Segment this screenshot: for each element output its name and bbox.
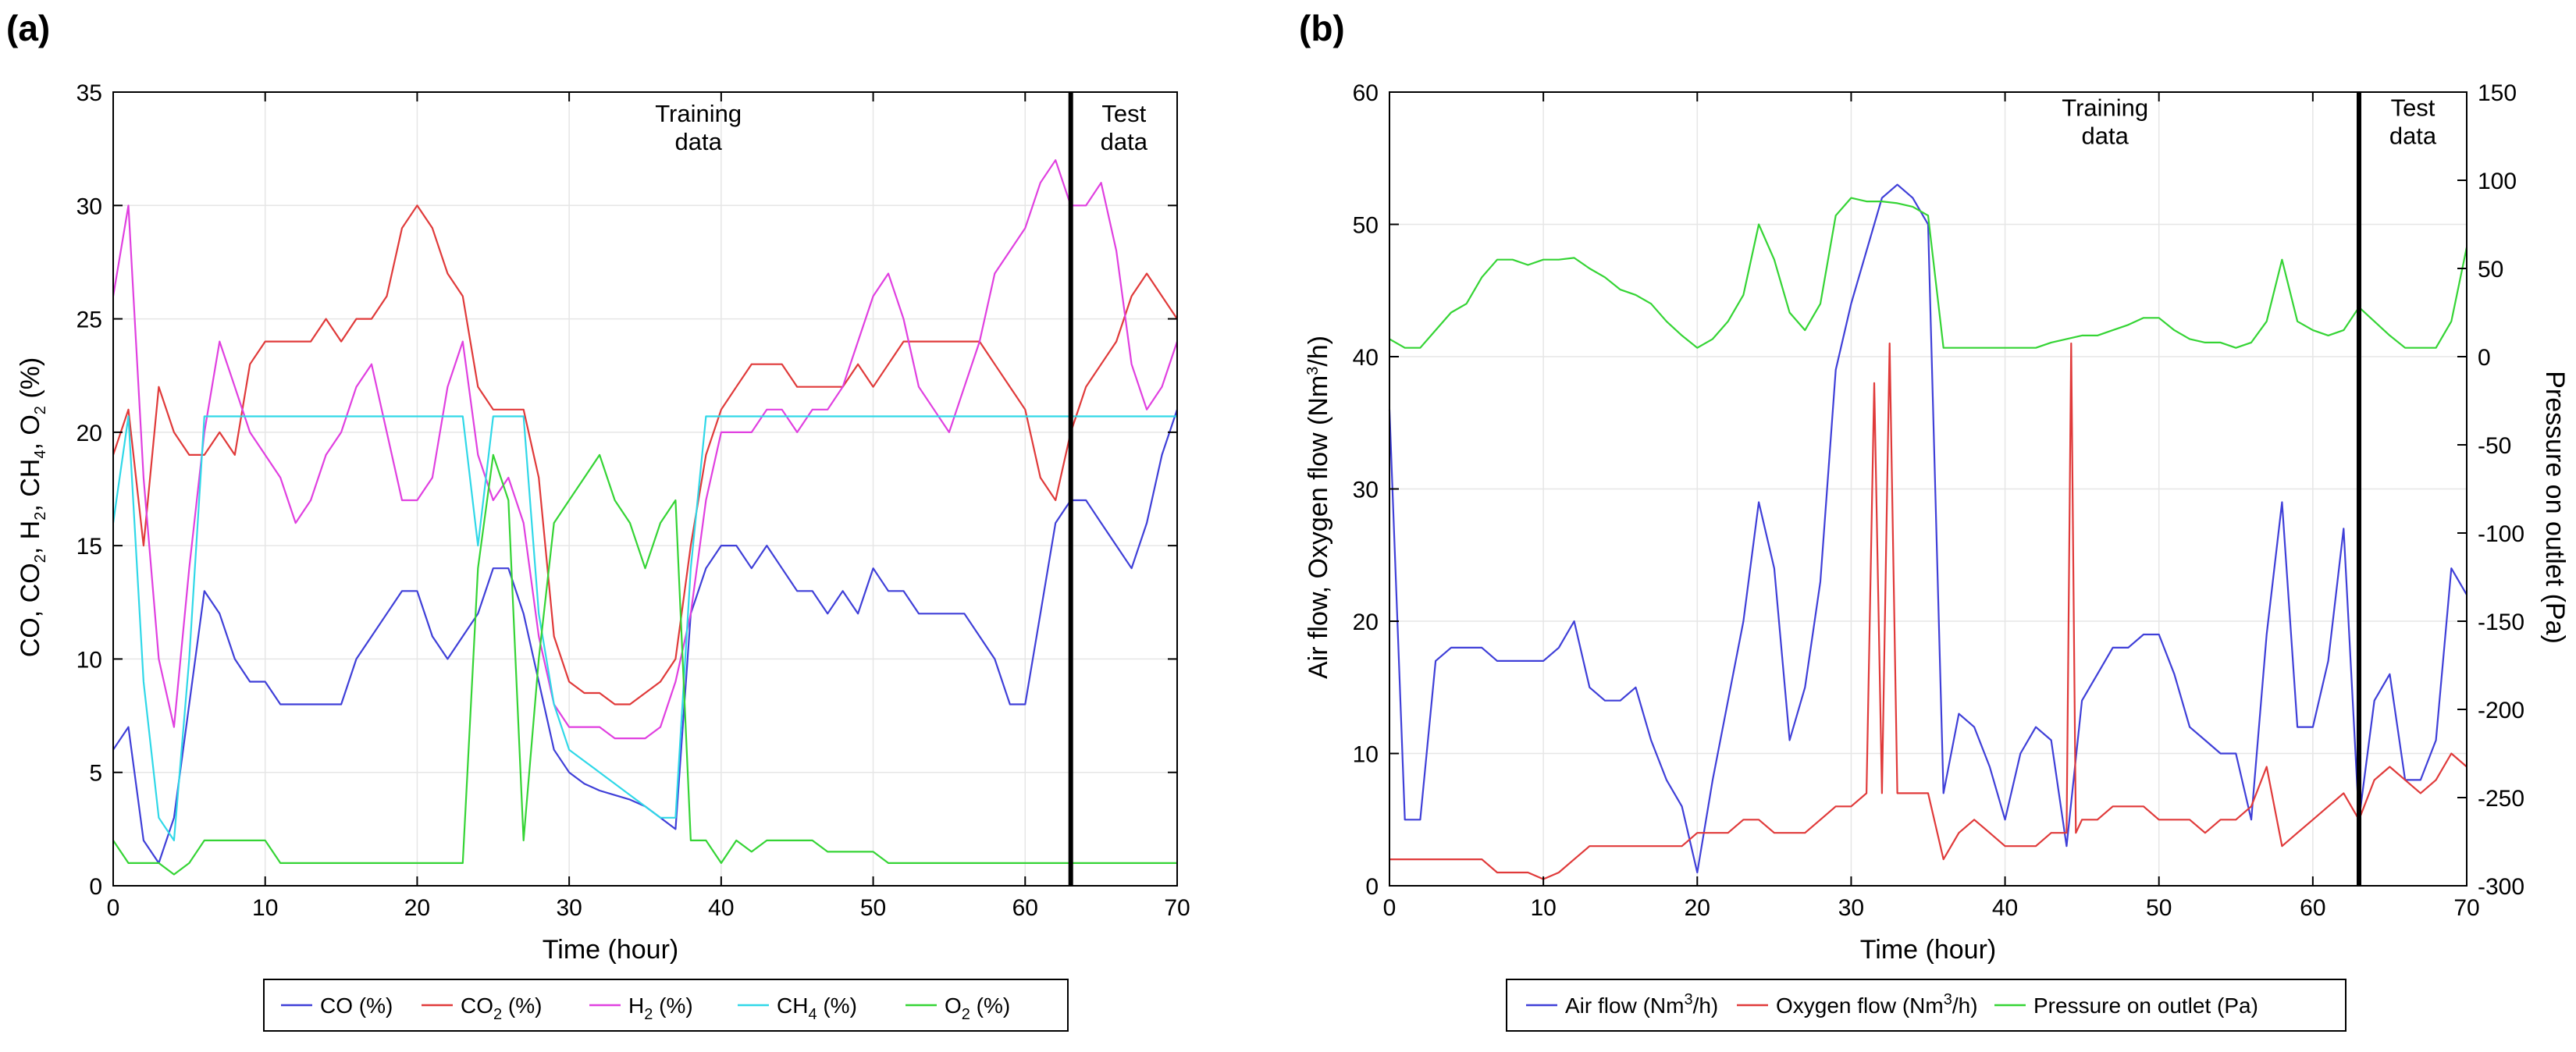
panel-a-xtick-label-4: 40 xyxy=(708,895,734,921)
panel-b-legend-sup-0: 3 xyxy=(1684,991,1692,1008)
panel-a-xtick-label-6: 60 xyxy=(1012,895,1038,921)
panel-a-annotation-1-0: Test xyxy=(1101,100,1146,127)
panel-b-ytick-label-6: 60 xyxy=(1353,80,1379,106)
panel-b-ytick-right-label-0: -300 xyxy=(2478,874,2524,900)
panel-b-legend-tail-1: /h) xyxy=(1952,993,1978,1018)
panel-a-legend-sub-4: 2 xyxy=(962,1006,970,1023)
panel-b-xlabel: Time (hour) xyxy=(1860,935,1996,965)
panel-a-series-3-line xyxy=(112,415,1177,841)
panel-b-series-1-line xyxy=(1389,342,2467,880)
panel-a-series-1-line xyxy=(112,204,1178,705)
panel-a-annotation-1-1: data xyxy=(1101,128,1148,155)
panel-b-xtick-label-5: 50 xyxy=(2146,895,2172,921)
panel-a-series-2-line xyxy=(112,159,1179,740)
panel-a-xtick-label-2: 20 xyxy=(404,895,430,921)
panel-b-ytick-label-0: 0 xyxy=(1365,874,1379,900)
panel-b-ytick-right-label-3: -150 xyxy=(2478,610,2524,635)
panel-a-legend-sub-3: 4 xyxy=(808,1006,817,1023)
panel-a-ytick-label-2: 10 xyxy=(76,647,102,673)
panel-a-legend-sub-2: 2 xyxy=(644,1006,653,1023)
panel-a-annotation-0-1: data xyxy=(674,128,722,155)
panel-b-ytick-right-label-9: 150 xyxy=(2478,80,2517,106)
panel-a-ytick-label-6: 30 xyxy=(76,194,102,219)
panel-b-annotation-0-1: data xyxy=(2082,123,2129,150)
panel-a-legend-label-0: CO (%) xyxy=(320,993,393,1018)
panel-b-label: (b) xyxy=(1299,8,1345,48)
panel-b-xtick-label-7: 70 xyxy=(2453,895,2479,921)
panel-b-xtick-label-0: 0 xyxy=(1383,895,1397,921)
panel-a-xtick-label-7: 70 xyxy=(1164,895,1190,921)
panel-b-ylabel: Air flow, Oxygen flow (Nm3/h) xyxy=(1304,336,1333,679)
panel-a-legend-tail-4: (%) xyxy=(970,993,1010,1018)
panel-a-ytick-label-5: 25 xyxy=(76,307,102,333)
panel-b-xtick-label-2: 20 xyxy=(1685,895,1710,921)
panel-b-xtick-label-1: 10 xyxy=(1530,895,1556,921)
panel-b-ytick-label-4: 40 xyxy=(1353,345,1379,371)
panel-b-xtick-label-3: 30 xyxy=(1838,895,1864,921)
panel-a-series-4-line xyxy=(112,453,1177,876)
panel-b-ytick-right-label-8: 100 xyxy=(2478,169,2517,194)
panel-a-ytick-label-4: 20 xyxy=(76,421,102,446)
panel-b-series-2-line xyxy=(1389,197,2468,349)
panel-b-legend-label-0: Air flow (Nm3/h) xyxy=(1565,991,1718,1018)
panel-a-plot-area xyxy=(113,92,1177,886)
panel-a-ytick-label-1: 5 xyxy=(89,761,102,787)
panel-b-legend-sup-1: 3 xyxy=(1944,991,1952,1008)
panel-a-annotation-0-0: Training xyxy=(655,100,742,127)
panel-b-ytick-right-label-5: -50 xyxy=(2478,433,2511,459)
panel-b-ytick-label-1: 10 xyxy=(1353,742,1379,768)
panel-a-legend-tail-2: (%) xyxy=(653,993,692,1018)
panel-b-ytick-right-label-6: 0 xyxy=(2478,345,2491,371)
panel-b-xtick-label-6: 60 xyxy=(2300,895,2325,921)
panel-b-ytick-label-2: 20 xyxy=(1353,610,1379,635)
panel-b-annotation-0-0: Training xyxy=(2062,94,2148,122)
panel-b-ytick-right-label-4: -100 xyxy=(2478,521,2524,547)
panel-a-xtick-label-1: 10 xyxy=(252,895,278,921)
panel-b-legend: Air flow (Nm3/h) Oxygen flow (Nm3/h) Press… xyxy=(1506,979,2347,1032)
panel-a-ytick-label-3: 15 xyxy=(76,534,102,560)
panel-a-xtick-label-3: 30 xyxy=(556,895,582,921)
panel-a-xtick-label-0: 0 xyxy=(107,895,120,921)
panel-a-ytick-label-7: 35 xyxy=(76,80,102,106)
panel-b-ylabel-right: Pressure on outlet (Pa) xyxy=(2540,371,2570,644)
panel-b-ytick-label-3: 30 xyxy=(1353,478,1379,503)
panel-b-series-0-line xyxy=(1388,183,2467,874)
panel-b-legend-tail-0: /h) xyxy=(1693,993,1719,1018)
panel-b-ytick-right-label-2: -200 xyxy=(2478,698,2524,723)
panel-a-legend-sub-1: 2 xyxy=(493,1006,502,1023)
panel-b-ytick-right-label-7: 50 xyxy=(2478,257,2503,283)
panel-b-ytick-label-5: 50 xyxy=(1353,213,1379,239)
panel-a-ylabel: CO, CO2, H2, CH4, O2 (%) xyxy=(16,357,49,658)
panel-b-annotation-1-1: data xyxy=(2389,123,2437,150)
panel-a-legend-tail-3: (%) xyxy=(817,993,857,1018)
panel-b-ytick-right-label-1: -250 xyxy=(2478,786,2524,812)
panel-a-ytick-label-0: 0 xyxy=(89,874,102,900)
panel-a-xlabel: Time (hour) xyxy=(543,935,678,965)
panel-a-xtick-label-5: 50 xyxy=(860,895,886,921)
panel-a-legend: CO (%) CO2 (%) H2 (%) CH4 (%) O2 (%) xyxy=(263,979,1069,1032)
panel-b-legend-label-2: Pressure on outlet (Pa) xyxy=(2033,993,2258,1018)
panel-b-xtick-label-4: 40 xyxy=(1992,895,2018,921)
panel-a-label: (a) xyxy=(6,8,50,48)
panel-a-legend-tail-1: (%) xyxy=(502,993,542,1018)
panel-a-frame xyxy=(112,91,1178,887)
panel-b-legend-box xyxy=(1506,979,2347,1032)
panel-b-annotation-1-0: Test xyxy=(2391,94,2435,122)
